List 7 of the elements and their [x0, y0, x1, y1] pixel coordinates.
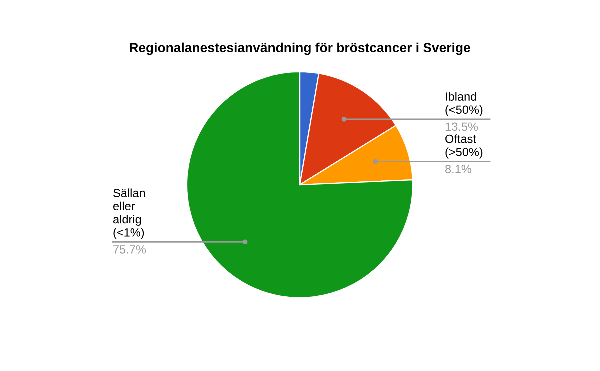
slice-label: Ibland (<50%)	[446, 92, 483, 116]
data-label: 75.7%	[114, 246, 146, 254]
slice-label: Sällan eller aldrig (<1%)	[114, 188, 146, 240]
data-label: 13.5%	[446, 122, 478, 132]
slice-label: Oftast (>50%)	[446, 134, 483, 159]
chart-title: Regionalanestesianvändning för bröstcancer i Sverige	[130, 42, 470, 56]
data-label: 8.1%	[446, 165, 472, 174]
